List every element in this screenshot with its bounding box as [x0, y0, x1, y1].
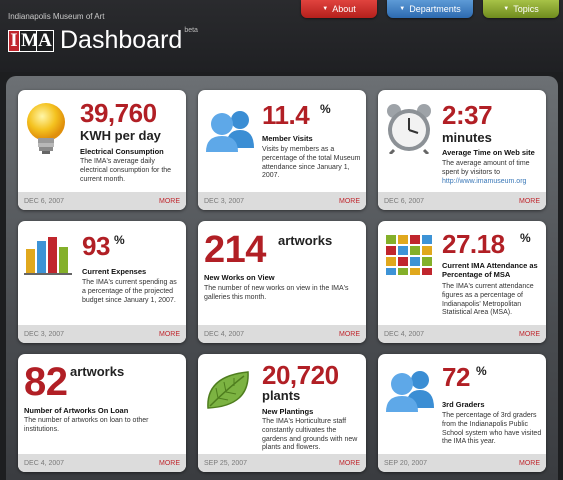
metric-label: Electrical Consumption	[80, 147, 164, 156]
more-link[interactable]: MORE	[159, 197, 180, 205]
metric-value: 20,720	[262, 360, 339, 390]
metric-label: Member Visits	[262, 134, 313, 143]
card-footer: DEC 4, 2007 MORE	[378, 325, 546, 343]
metric-unit: artworks	[70, 364, 125, 379]
metric-description: The IMA's current attendance figures as …	[442, 283, 534, 317]
metric-label: Average Time on Web site	[442, 148, 535, 157]
grid-icon	[386, 235, 432, 275]
metric-description: The percentage of 3rd graders from the I…	[442, 412, 542, 446]
card-member-visits[interactable]: 11.4 % Member Visits Visits by members a…	[198, 90, 366, 210]
metric-label: Current Expenses	[82, 267, 147, 276]
metric-description: The IMA's current spending as a percenta…	[82, 279, 177, 304]
card-footer: DEC 6, 2007 MORE	[18, 192, 186, 210]
more-link[interactable]: MORE	[519, 330, 540, 338]
triangle-icon: ▼	[399, 6, 406, 12]
tab-about[interactable]: ▼ About	[301, 0, 377, 18]
metric-value: 2:37	[442, 100, 493, 130]
metric-description: Visits by members as a percentage of the…	[262, 146, 361, 180]
metric-label: Number of Artworks On Loan	[24, 406, 129, 415]
people-icon	[206, 111, 254, 152]
metric-value: 27.18	[442, 229, 505, 259]
metric-unit: %	[114, 233, 125, 247]
card-current-expenses[interactable]: 93 % Current Expenses The IMA's current …	[18, 221, 186, 343]
metric-unit: KWH per day	[80, 128, 161, 143]
card-footer: DEC 6, 2007 MORE	[378, 192, 546, 210]
card-footer: DEC 4, 2007 MORE	[18, 454, 186, 472]
metric-label: Current IMA Attendance as Percentage of …	[442, 261, 538, 279]
card-attendance-msa[interactable]: 27.18 % Current IMA Attendance as Percen…	[378, 221, 546, 343]
card-footer: DEC 3, 2007 MORE	[198, 192, 366, 210]
people-icon	[386, 371, 434, 412]
leaf-icon	[207, 371, 249, 409]
dashboard-panel: 39,760 KWH per day Electrical Consumptio…	[6, 76, 558, 480]
card-footer: SEP 20, 2007 MORE	[378, 454, 546, 472]
metric-value: 39,760	[80, 98, 157, 128]
metric-description: The IMA's average daily electrical consu…	[80, 158, 172, 183]
metric-unit: artworks	[278, 233, 333, 248]
card-date: SEP 25, 2007	[204, 459, 248, 467]
card-electrical-consumption[interactable]: 39,760 KWH per day Electrical Consumptio…	[18, 90, 186, 210]
metric-unit: minutes	[442, 130, 492, 145]
metric-label: New Plantings	[262, 407, 314, 416]
top-nav: ▼ About ▼ Departments ▼ Topics	[301, 0, 559, 18]
org-name: Indianapolis Museum of Art	[8, 12, 105, 21]
metric-unit: %	[520, 231, 531, 245]
metric-value: 72	[442, 362, 470, 392]
card-footer: DEC 4, 2007 MORE	[198, 325, 366, 343]
bar-chart-icon	[24, 237, 72, 275]
more-link[interactable]: MORE	[339, 330, 360, 338]
card-date: DEC 4, 2007	[204, 330, 245, 338]
metric-value: 82	[24, 360, 68, 404]
card-artworks-on-loan[interactable]: 82 artworks Number of Artworks On Loan T…	[18, 354, 186, 472]
metric-unit: %	[476, 364, 487, 378]
more-link[interactable]: MORE	[159, 459, 180, 467]
card-date: DEC 4, 2007	[384, 330, 425, 338]
metric-label: 3rd Graders	[442, 400, 485, 409]
metric-unit: %	[320, 102, 331, 116]
metric-description: The IMA's Horticulture staff constantly …	[262, 418, 358, 452]
metric-value: 214	[204, 229, 266, 271]
page-title: Dashboard	[60, 26, 183, 54]
card-3rd-graders[interactable]: 72 % 3rd Graders The percentage of 3rd g…	[378, 354, 546, 472]
card-footer: DEC 3, 2007 MORE	[18, 325, 186, 343]
triangle-icon: ▼	[503, 6, 510, 12]
card-date: SEP 20, 2007	[384, 459, 428, 467]
card-time-on-website[interactable]: 2:37 minutes Average Time on Web site Th…	[378, 90, 546, 210]
metric-value: 11.4	[262, 100, 310, 130]
alarm-clock-icon	[387, 104, 431, 154]
beta-badge: beta	[184, 27, 198, 34]
website-link[interactable]: http://www.imamuseum.org	[442, 177, 527, 185]
metric-unit: plants	[262, 388, 301, 403]
metric-description: The number of artworks on loan to other …	[24, 417, 149, 433]
more-link[interactable]: MORE	[519, 197, 540, 205]
card-date: DEC 3, 2007	[24, 330, 65, 338]
card-date: DEC 6, 2007	[384, 197, 425, 205]
metric-description: The number of new works on view in the I…	[204, 285, 349, 301]
card-new-plantings[interactable]: 20,720 plants New Plantings The IMA's Ho…	[198, 354, 366, 472]
more-link[interactable]: MORE	[519, 459, 540, 467]
card-new-works-on-view[interactable]: 214 artworks New Works on View The numbe…	[198, 221, 366, 343]
metric-value: 93	[82, 231, 110, 261]
card-date: DEC 4, 2007	[24, 459, 65, 467]
card-date: DEC 6, 2007	[24, 197, 65, 205]
more-link[interactable]: MORE	[339, 197, 360, 205]
tab-topics[interactable]: ▼ Topics	[483, 0, 559, 18]
metric-description: The average amount of time spent by visi…	[442, 160, 530, 185]
card-date: DEC 3, 2007	[204, 197, 245, 205]
more-link[interactable]: MORE	[159, 330, 180, 338]
triangle-icon: ▼	[322, 6, 329, 12]
metric-label: New Works on View	[204, 273, 275, 282]
lightbulb-icon	[27, 103, 65, 154]
more-link[interactable]: MORE	[339, 459, 360, 467]
card-footer: SEP 25, 2007 MORE	[198, 454, 366, 472]
tab-departments[interactable]: ▼ Departments	[387, 0, 473, 18]
